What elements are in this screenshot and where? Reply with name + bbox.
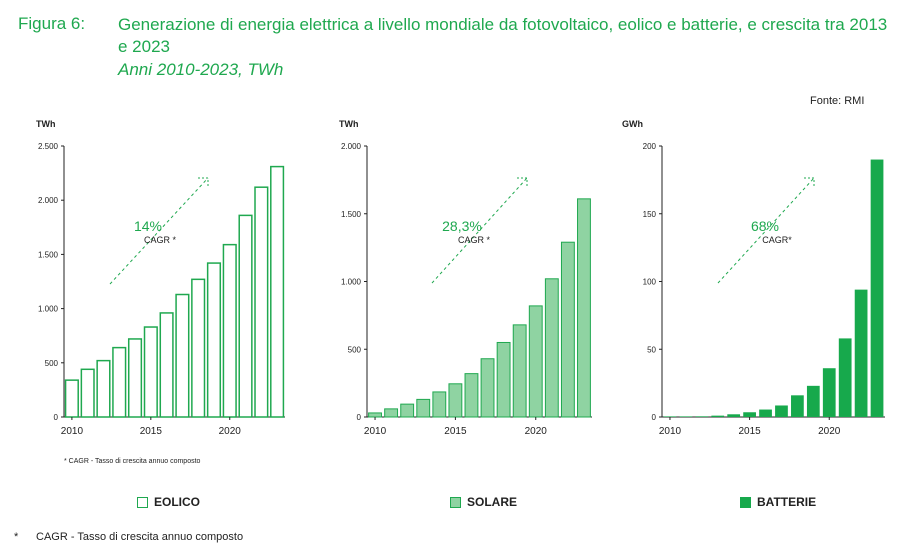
- batterie-bar-2018: [791, 395, 804, 417]
- batterie-bar-2019: [806, 385, 820, 417]
- batterie-bar-2016: [759, 409, 772, 417]
- batterie-bar-2011: [679, 416, 693, 417]
- footnote-text: CAGR - Tasso di crescita annuo composto: [36, 531, 244, 543]
- eolico-unit-label: TWh: [36, 119, 56, 129]
- eolico-growth-arrow: [109, 177, 209, 285]
- eolico-x-tick-label: 2010: [61, 426, 84, 437]
- eolico-bar-2016: [159, 312, 174, 418]
- batterie-arrow-head-icon: [804, 177, 815, 188]
- solare-x-tick-label: 2020: [525, 426, 548, 437]
- solare-bar-2010: [368, 412, 382, 418]
- source-label: Fonte: RMI: [810, 95, 865, 107]
- eolico-y-tick-label: 1.500: [38, 250, 59, 259]
- figure-subtitle: Anni 2010-2023, TWh: [118, 60, 284, 79]
- batterie-bar-2022: [854, 289, 868, 417]
- batterie-y-tick-label: 200: [643, 142, 657, 151]
- dark-green-square-icon: [740, 496, 751, 508]
- batterie-bar-2012: [695, 416, 709, 417]
- solare-y-tick-label: 1.500: [341, 210, 362, 219]
- eolico-bar-2010: [64, 379, 79, 418]
- batterie-y-tick-label: 100: [643, 278, 657, 287]
- solare-y-tick-label: 0: [357, 413, 362, 422]
- batterie-unit-label: GWh: [622, 119, 643, 129]
- batterie-bar-2013: [711, 415, 725, 417]
- eolico-bar-2013: [112, 346, 127, 418]
- solare-bar-2019: [512, 324, 527, 418]
- solare-bar-2017: [480, 358, 495, 418]
- figure-label: Figura 6:: [18, 14, 86, 33]
- legend-batterie-label: BATTERIE: [757, 495, 817, 509]
- solare-y-tick-label: 1.000: [341, 278, 362, 287]
- eolico-cagr-label: CAGR *: [144, 235, 177, 245]
- solare-bar-2021: [544, 278, 559, 418]
- eolico-x-tick-label: 2015: [140, 426, 163, 437]
- solare-x-tick-label: 2010: [364, 426, 387, 437]
- batterie-y-tick-label: 50: [647, 345, 656, 354]
- eolico-x-tick-label: 2020: [219, 426, 242, 437]
- batterie-x-tick-label: 2010: [659, 426, 682, 437]
- eolico-y-tick-label: 2.500: [38, 142, 59, 151]
- solare-bar-2013: [416, 398, 431, 418]
- eolico-y-tick-label: 500: [45, 359, 59, 368]
- solare-bar-2022: [560, 241, 575, 418]
- figure-title: Generazione di energia elettrica a livel…: [118, 15, 888, 56]
- solare-bar-2018: [496, 341, 511, 418]
- solare-cagr-value: 28,3%: [442, 218, 482, 234]
- eolico-bar-2012: [96, 359, 111, 418]
- eolico-bar-2022: [254, 186, 269, 418]
- legend-batterie: BATTERIE: [740, 495, 816, 509]
- eolico-y-tick-label: 2.000: [38, 196, 59, 205]
- eolico-bar-2020: [222, 243, 237, 418]
- eolico-bar-2015: [143, 326, 158, 418]
- batterie-bar-2021: [838, 338, 852, 417]
- empty-square-icon: [137, 496, 148, 508]
- legend-solare: SOLARE: [450, 495, 517, 509]
- solare-bar-2023: [577, 198, 591, 418]
- batterie-bar-2023: [870, 159, 884, 418]
- eolico-bar-2014: [127, 338, 143, 418]
- solare-bar-2011: [384, 408, 399, 418]
- eolico-cagr-value: 14%: [134, 218, 162, 234]
- solare-cagr-label: CAGR *: [458, 235, 491, 245]
- eolico-bar-2017: [175, 293, 190, 418]
- solare-unit-label: TWh: [339, 119, 359, 129]
- light-green-square-icon: [450, 496, 461, 508]
- solare-bar-2016: [464, 373, 479, 418]
- footnote-marker: *: [14, 531, 19, 543]
- chart-footnote: * CAGR - Tasso di crescita annuo compost…: [64, 458, 201, 465]
- eolico-bar-2023: [270, 165, 285, 418]
- batterie-x-tick-label: 2015: [738, 426, 761, 437]
- solare-bar-2012: [400, 403, 415, 418]
- solare-bar-2014: [432, 391, 447, 418]
- solare-arrow-head-icon: [517, 177, 528, 188]
- solare-y-tick-label: 500: [348, 345, 362, 354]
- batterie-y-tick-label: 150: [643, 210, 657, 219]
- legend-eolico: EOLICO: [137, 495, 200, 509]
- legend-solare-label: SOLARE: [467, 495, 518, 509]
- eolico-y-tick-label: 0: [54, 413, 59, 422]
- batterie-bar-2020: [822, 368, 836, 417]
- solare-y-tick-label: 2.000: [341, 142, 362, 151]
- solare-bar-2015: [448, 383, 463, 418]
- batterie-x-tick-label: 2020: [818, 426, 841, 437]
- legend-eolico-label: EOLICO: [154, 495, 201, 509]
- batterie-bar-2017: [775, 405, 788, 417]
- eolico-arrow-head-icon: [198, 177, 209, 188]
- solare-bar-2020: [528, 305, 543, 418]
- eolico-bar-2011: [80, 368, 95, 418]
- eolico-y-tick-label: 1.000: [38, 305, 59, 314]
- eolico-bar-2018: [191, 278, 206, 418]
- eolico-bar-2021: [238, 214, 253, 418]
- page-footnote: * CAGR - Tasso di crescita annuo composto: [14, 531, 243, 543]
- batterie-cagr-value: 68%: [751, 218, 779, 234]
- batterie-cagr-label: CAGR*: [762, 235, 792, 245]
- eolico-bar-2019: [206, 262, 222, 418]
- batterie-bar-2015: [743, 412, 756, 417]
- batterie-bar-2010: [663, 416, 677, 417]
- batterie-y-tick-label: 0: [652, 413, 657, 422]
- solare-x-tick-label: 2015: [444, 426, 467, 437]
- batterie-bar-2014: [727, 414, 741, 417]
